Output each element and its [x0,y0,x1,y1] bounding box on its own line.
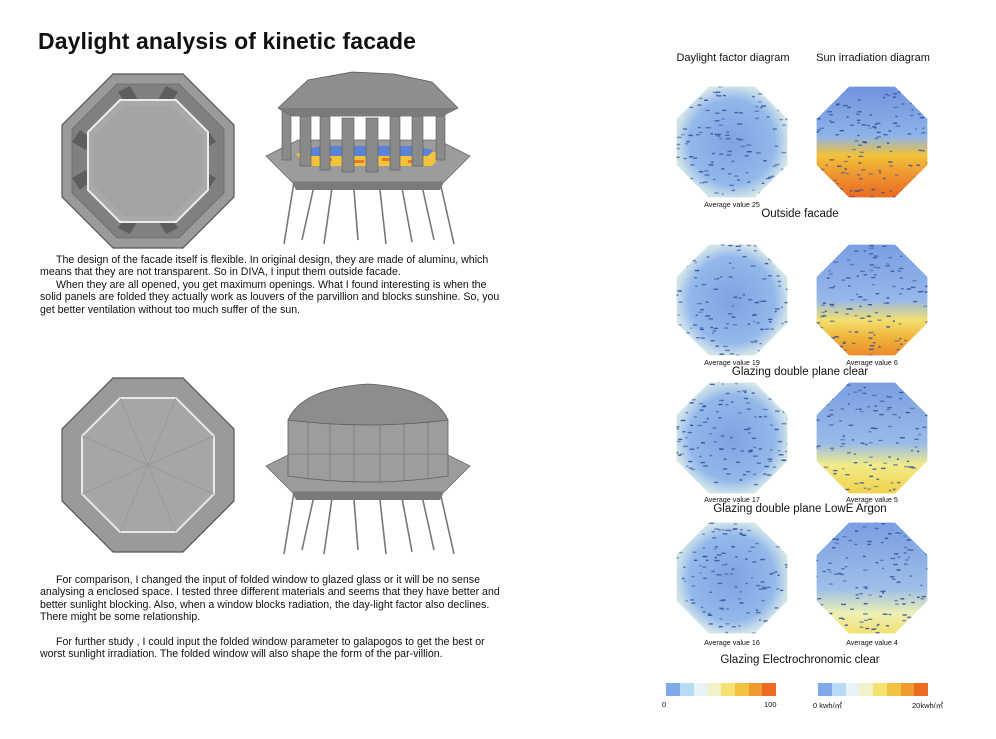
sun-irradiation-color-scale [818,683,928,696]
diagram-heatmap-fill [816,86,928,198]
color-scale-swatch [693,683,708,696]
color-scale-swatch [748,683,763,696]
average-value-label: Average value 25 [704,200,760,209]
color-scale-swatch [818,683,832,696]
sun-irradiation-diagram-glazing-lowe-argon [816,382,928,494]
description-paragraph-1: The design of the facade itself is flexi… [40,254,510,316]
perspective-view-open-facade [265,71,471,245]
daylight-factor-color-scale [666,683,776,696]
row-caption-glazing-clear: Glazing double plane clear [731,366,869,378]
description-text: The design of the facade itself is flexi… [40,254,489,279]
row-caption-glazing-lowe-argon: Glazing double plane LowE Argon [713,503,887,515]
sun-irradiation-diagram-glazing-clear [816,244,928,356]
diagram-heatmap-fill [816,244,928,356]
daylight-factor-column-header: Daylight factor diagram [676,52,790,64]
plan-view-glazed-facade [61,377,235,553]
page-title: Daylight analysis of kinetic facade [38,28,417,54]
daylight-factor-diagram-glazing-lowe-argon [676,382,788,494]
row-caption-outside-facade: Outside facade [761,208,839,220]
description-text: For comparison, I changed the input of f… [40,574,500,624]
color-scale-swatch [707,683,721,696]
perspective-view-glazed-facade [265,383,471,555]
color-scale-swatch [900,683,915,696]
color-scale-swatch [762,683,776,696]
analysis-grid: Average value 25 Outside facade Average … [660,70,960,690]
sun-irradiation-diagram-glazing-electrochromic [816,522,928,634]
daylight-factor-diagram-glazing-electrochromic [676,522,788,634]
color-scale-swatch [859,683,873,696]
color-scale-swatch [666,683,680,696]
color-scale-swatch [721,683,735,696]
diagram-heatmap-fill [816,522,928,634]
sun-irradiation-diagram-outside-facade [816,86,928,198]
diagram-heatmap-fill [816,382,928,494]
sun-irradiation-column-header: Sun irradiation diagram [816,52,930,64]
average-value-label: Average value 6 [846,358,898,367]
daylight-factor-diagram-glazing-clear [676,244,788,356]
description-text: For further study , I could input the fo… [40,635,485,661]
sun-scale-max-label: 20kwh/㎡ [912,701,944,710]
row-caption-glazing-electrochromic: Glazing Electrochronomic clear [720,654,880,666]
average-value-label: Average value 4 [846,638,898,647]
description-paragraph-2: For comparison, I changed the input of f… [40,574,510,660]
color-scale-swatch [845,683,860,696]
average-value-label: Average value 5 [846,495,898,504]
color-scale-swatch [886,683,901,696]
description-text: When they are all opened, you get maximu… [40,278,500,316]
color-scale-swatch [873,683,887,696]
average-value-label: Average value 17 [704,495,760,504]
average-value-label: Average value 16 [704,638,760,647]
plan-view-open-facade [61,73,235,249]
daylight-scale-max-label: 100 [764,700,777,709]
color-scale-swatch [831,683,846,696]
color-scale-swatch [914,683,928,696]
diagram-heatmap-fill [676,86,788,198]
diagram-heatmap-fill [676,522,788,634]
diagram-heatmap-fill [676,244,788,356]
color-scale-swatch [679,683,694,696]
daylight-factor-diagram-outside-facade [676,86,788,198]
daylight-scale-min-label: 0 [662,700,667,709]
color-scale-swatch [734,683,749,696]
average-value-label: Average value 19 [704,358,760,367]
sun-scale-min-label: 0 kwh/㎡ [813,701,843,710]
